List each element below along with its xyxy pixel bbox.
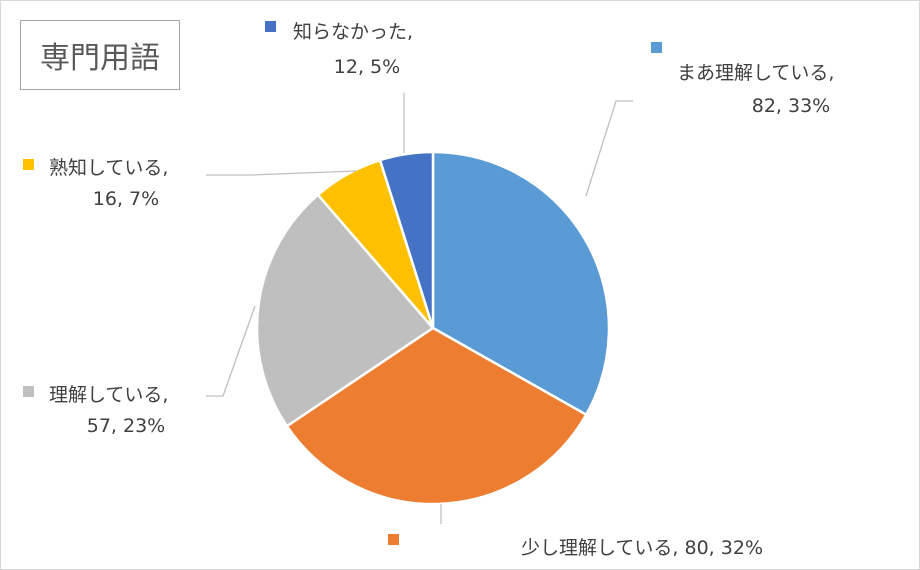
chart-title-box: 専門用語: [20, 20, 180, 90]
pie-slice: [255, 193, 435, 428]
label-marker: [23, 159, 34, 170]
leader-line: [585, 100, 633, 197]
data-label-name: 理解している,: [49, 384, 168, 406]
pie-slice: [378, 150, 435, 329]
pie-slice: [285, 326, 588, 506]
chart-title: 専門用語: [40, 41, 160, 76]
label-marker: [265, 21, 276, 32]
data-label-value: 12, 5%: [334, 56, 400, 78]
label-marker: [23, 386, 34, 397]
data-label-value: 16, 7%: [93, 188, 159, 210]
data-label-name: 知らなかった,: [293, 21, 413, 43]
data-label-value: 57, 23%: [87, 415, 166, 437]
data-label: 少し理解している, 80, 32%: [521, 537, 763, 559]
label-marker: [651, 42, 662, 53]
leader-line: [206, 305, 256, 397]
data-label-value: 82, 33%: [752, 95, 831, 117]
data-label-name: 熟知している,: [49, 157, 168, 179]
label-marker: [388, 534, 399, 545]
pie-slice: [431, 150, 611, 417]
leader-line: [206, 170, 357, 176]
data-label-name: まあ理解している,: [677, 62, 834, 84]
